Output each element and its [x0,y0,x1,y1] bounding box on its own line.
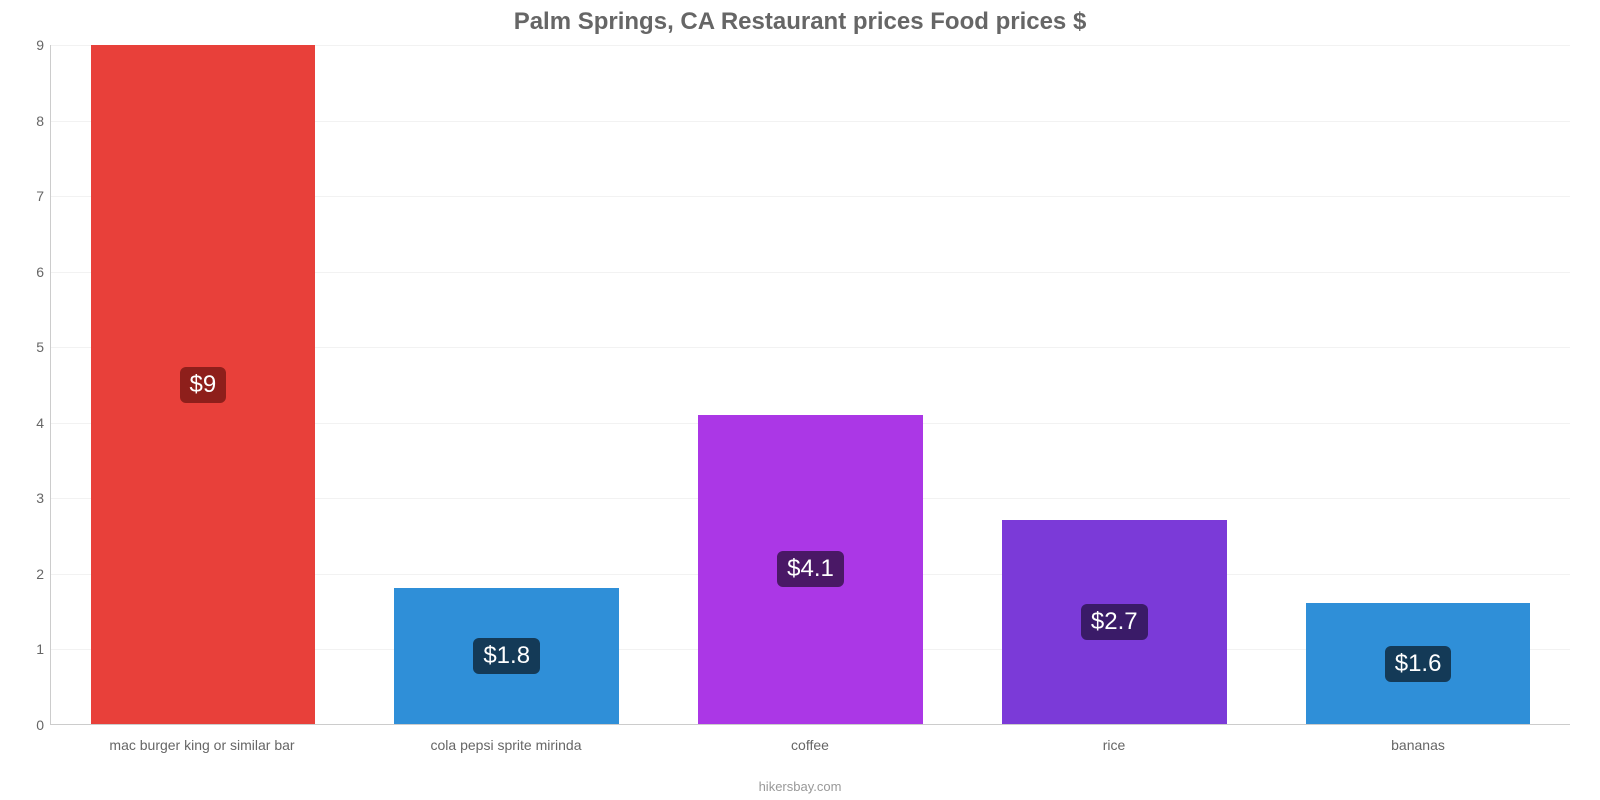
x-tick-label: bananas [1266,725,1570,753]
value-badge: $1.6 [1385,646,1452,682]
y-tick-label: 4 [4,415,44,431]
bar: $9 [91,45,316,724]
bar: $1.6 [1306,603,1531,724]
bar: $1.8 [394,588,619,724]
value-badge: $2.7 [1081,604,1148,640]
y-tick-label: 2 [4,566,44,582]
bar-slot: $4.1 [659,45,963,724]
plot-area: $9 $1.8 $4.1 $2.7 $1.6 [50,45,1570,725]
credit-label: hikersbay.com [0,779,1600,794]
bar-slot: $9 [51,45,355,724]
y-tick-label: 5 [4,339,44,355]
bar-slot: $1.6 [1266,45,1570,724]
y-tick-label: 8 [4,113,44,129]
bar-slot: $2.7 [962,45,1266,724]
bar: $4.1 [698,415,923,724]
x-axis: mac burger king or similar barcola pepsi… [50,725,1570,753]
bar-chart: Palm Springs, CA Restaurant prices Food … [0,0,1600,800]
value-badge: $1.8 [473,638,540,674]
x-tick-label: mac burger king or similar bar [50,725,354,753]
bar-slot: $1.8 [355,45,659,724]
y-tick-label: 1 [4,641,44,657]
y-tick-label: 0 [4,717,44,733]
bars-group: $9 $1.8 $4.1 $2.7 $1.6 [51,45,1570,724]
value-badge: $4.1 [777,551,844,587]
value-badge: $9 [180,367,227,403]
x-tick-label: rice [962,725,1266,753]
y-tick-label: 3 [4,490,44,506]
chart-title: Palm Springs, CA Restaurant prices Food … [0,0,1600,36]
y-tick-label: 6 [4,264,44,280]
y-tick-label: 9 [4,37,44,53]
x-tick-label: cola pepsi sprite mirinda [354,725,658,753]
bar: $2.7 [1002,520,1227,724]
y-tick-label: 7 [4,188,44,204]
x-tick-label: coffee [658,725,962,753]
